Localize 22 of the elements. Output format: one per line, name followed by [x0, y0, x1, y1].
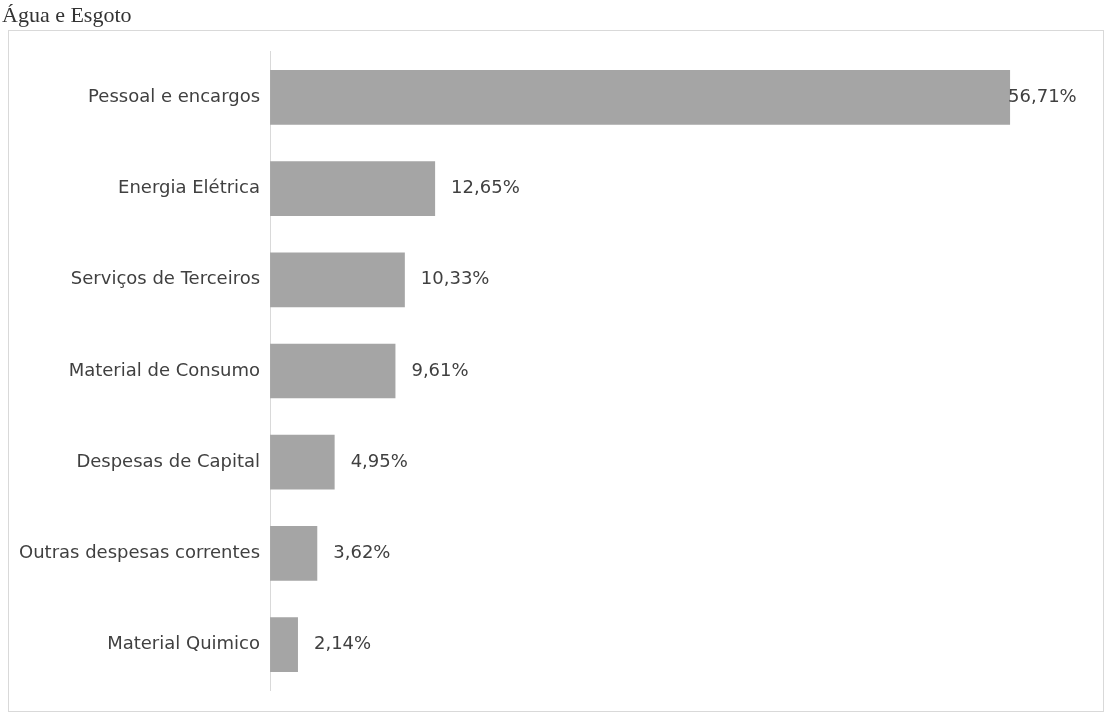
y-tick-label: Serviços de Terceiros — [70, 267, 261, 289]
data-label: 56,71% — [1008, 85, 1077, 107]
data-label: 9,61% — [411, 358, 469, 380]
data-label: 12,65% — [451, 176, 520, 198]
y-tick-label: Energia Elétrica — [118, 176, 261, 198]
y-tick-label: Outras despesas correntes — [18, 541, 261, 563]
y-tick-label: Pessoal e encargos — [88, 85, 261, 107]
data-label: 4,95% — [350, 449, 408, 471]
y-tick-label: Despesas de Capital — [76, 449, 261, 471]
bar — [270, 526, 318, 581]
text: Água e Esgoto — [2, 2, 132, 28]
bar — [270, 252, 405, 308]
data-label: 2,14% — [313, 632, 372, 654]
y-tick-label: Material de Consumo — [68, 358, 261, 380]
bar — [270, 343, 396, 399]
bar — [270, 70, 1011, 125]
bar — [270, 161, 436, 216]
y-tick-label: Material Quimico — [107, 632, 261, 654]
bar — [270, 434, 335, 490]
bar — [270, 617, 298, 672]
data-label: 10,33% — [420, 267, 490, 289]
data-label: 3,62% — [333, 541, 391, 563]
